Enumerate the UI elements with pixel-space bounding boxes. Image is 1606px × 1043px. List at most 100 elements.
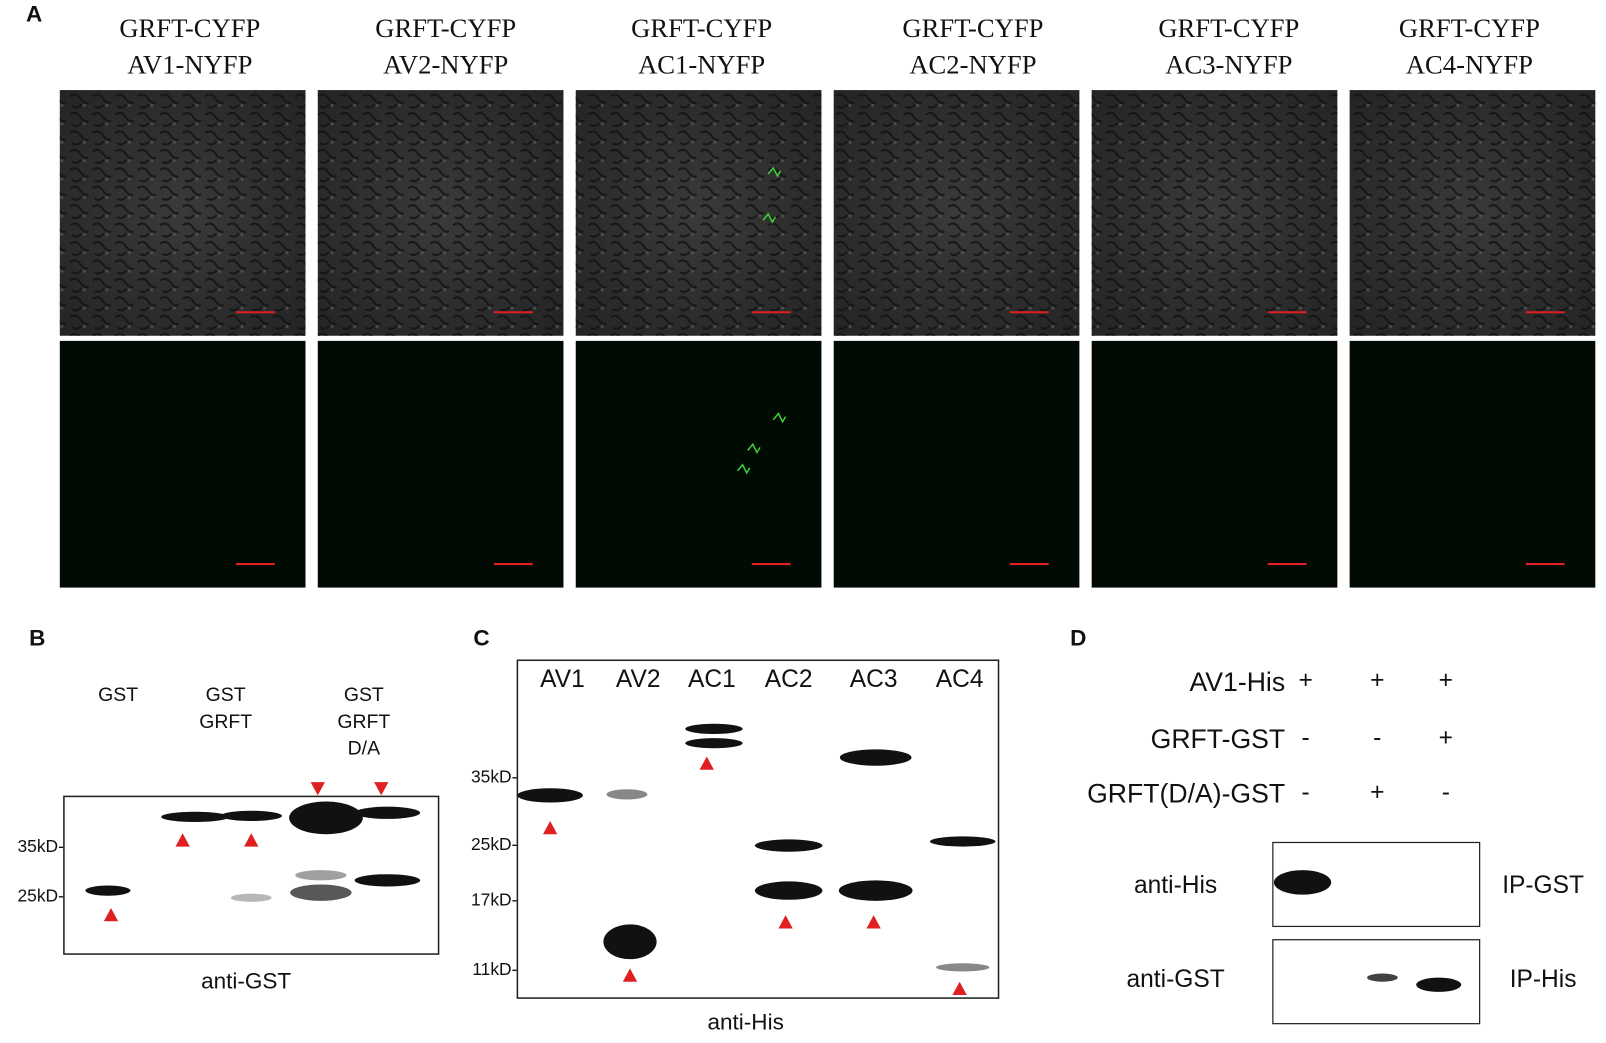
label: GRFT — [199, 711, 252, 733]
label: GRFT(D/A)-GST — [1087, 778, 1285, 808]
label: - — [1302, 725, 1310, 752]
band — [606, 789, 648, 800]
blots — [63, 659, 1481, 1025]
band — [295, 870, 347, 881]
cell-texture — [833, 90, 1080, 336]
label: GST — [344, 684, 384, 706]
cell-texture — [1349, 90, 1596, 336]
band — [1367, 973, 1398, 982]
band — [161, 811, 229, 823]
label: + — [1370, 779, 1384, 806]
label: GRFT-CYFP — [902, 13, 1043, 43]
label: AC3 — [850, 666, 898, 693]
cell-texture — [575, 90, 822, 336]
arrowhead — [542, 820, 558, 835]
label: AV1-His — [1190, 667, 1286, 697]
band — [603, 924, 657, 960]
label: GRFT-CYFP — [119, 13, 260, 43]
band — [754, 881, 823, 900]
label: AC2 — [765, 666, 813, 693]
label: 17kD- — [471, 889, 518, 909]
label: 35kD- — [471, 767, 518, 787]
label: 25kD- — [18, 885, 65, 905]
label: C — [473, 626, 489, 651]
arrowhead — [103, 907, 119, 922]
yfp-signal — [762, 212, 777, 224]
arrowhead — [778, 915, 793, 929]
yfp-signal — [736, 463, 751, 475]
label: 35kD- — [18, 836, 65, 856]
fluorescence-image — [833, 340, 1080, 588]
fluorescence-image — [59, 340, 306, 588]
band — [685, 723, 743, 734]
cell-texture — [1091, 90, 1338, 336]
fluorescence-image — [317, 340, 564, 588]
label: anti-GST — [201, 969, 291, 994]
label: IP-GST — [1502, 872, 1584, 899]
cell-texture — [317, 90, 564, 336]
yfp-signal — [767, 166, 782, 178]
label: AV2-NYFP — [383, 50, 508, 80]
label: AC2-NYFP — [909, 50, 1036, 80]
band — [354, 806, 421, 819]
band — [220, 810, 282, 821]
label: GRFT-CYFP — [1158, 13, 1299, 43]
label: AV2 — [616, 666, 661, 693]
label: - — [1442, 779, 1450, 806]
band — [929, 836, 996, 847]
arrowhead — [952, 981, 967, 996]
label: GST — [206, 684, 246, 706]
label: + — [1298, 667, 1312, 694]
label: AV1 — [540, 666, 585, 693]
label: 25kD- — [471, 834, 518, 854]
label: AC3-NYFP — [1165, 50, 1292, 80]
label: AC4 — [936, 666, 984, 693]
label: D/A — [348, 737, 380, 759]
band — [354, 874, 421, 887]
label: anti-His — [1134, 872, 1217, 899]
microscopy-images — [59, 90, 1596, 588]
arrowhead — [310, 782, 325, 796]
band — [936, 963, 990, 972]
label: + — [1439, 725, 1453, 752]
label: GRFT — [337, 711, 390, 733]
arrowhead — [699, 756, 714, 770]
label: GRFT-CYFP — [375, 13, 516, 43]
label: + — [1370, 667, 1384, 694]
label: - — [1302, 779, 1310, 806]
band — [230, 893, 272, 902]
label: A — [26, 1, 42, 26]
arrowhead — [866, 915, 881, 929]
arrowhead — [374, 782, 389, 796]
band — [839, 749, 912, 766]
label: D — [1070, 626, 1086, 651]
label: IP-His — [1510, 966, 1577, 993]
blot-frame — [516, 659, 1000, 999]
yfp-signal — [747, 442, 761, 455]
label: AC4-NYFP — [1406, 50, 1533, 80]
label: AC1 — [688, 666, 736, 693]
band — [838, 880, 913, 901]
arrowhead — [244, 833, 259, 847]
label: GST — [98, 684, 138, 706]
band — [1416, 977, 1462, 992]
label: anti-GST — [1127, 966, 1225, 993]
label: + — [1439, 667, 1453, 694]
label: GRFT-CYFP — [631, 13, 772, 43]
fluorescence-image — [1349, 340, 1596, 588]
label: 11kD- — [472, 959, 517, 979]
band — [754, 839, 823, 852]
band — [290, 884, 352, 901]
cell-texture — [59, 90, 306, 336]
yfp-signal — [772, 412, 787, 424]
label: GRFT-GST — [1151, 724, 1286, 754]
fluorescence-image — [575, 340, 822, 588]
label: GRFT-CYFP — [1399, 13, 1540, 43]
fluorescence-image — [1091, 340, 1338, 588]
label: - — [1373, 725, 1381, 752]
band — [289, 801, 363, 835]
band — [85, 885, 131, 896]
arrowhead — [622, 968, 638, 982]
